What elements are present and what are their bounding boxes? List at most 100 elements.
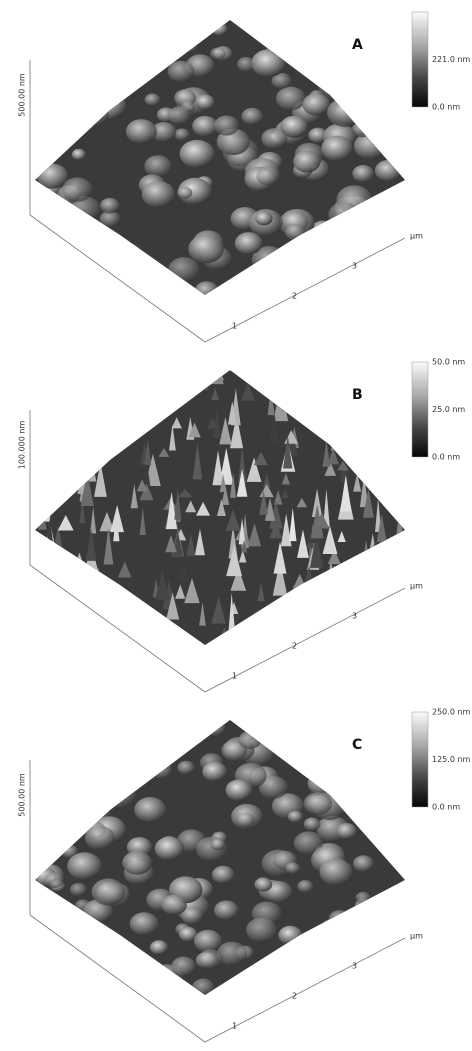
surface-bump (140, 973, 166, 994)
surface-bump (88, 33, 109, 50)
surface-bump (364, 969, 401, 995)
surface-bump (284, 223, 306, 241)
surface-spike (353, 473, 362, 492)
surface-bump (308, 270, 333, 290)
surface-spike (314, 512, 330, 529)
surface-spike (305, 373, 322, 408)
surface-spike (147, 379, 157, 412)
surface-spike (75, 370, 89, 392)
surface-bump (37, 244, 54, 258)
surface-spike (144, 439, 152, 465)
surface-bump (77, 985, 98, 995)
surface-bump (384, 758, 405, 777)
surface-spike (264, 497, 276, 521)
surface-bump (111, 243, 144, 269)
surface-bump (91, 275, 118, 295)
surface-spike (155, 570, 170, 600)
surface-spike (370, 370, 379, 372)
surface-bump (353, 855, 374, 872)
surface-bump (67, 743, 89, 761)
surface-spike (272, 560, 288, 596)
surface-bump (297, 255, 313, 268)
surface-bump (68, 66, 92, 86)
surface-spike (297, 529, 309, 558)
surface-bump (302, 740, 325, 759)
surface-spike (346, 370, 361, 380)
surface-spike (331, 420, 343, 451)
surface-bump (383, 843, 400, 857)
surface-spike (49, 394, 59, 424)
surface-bump (96, 775, 129, 801)
surface-spike (79, 497, 86, 524)
surface-spike (263, 473, 271, 488)
surface-bump (261, 128, 288, 149)
surface-spike (281, 490, 289, 499)
surface-bump (62, 177, 93, 202)
surface-bump (144, 93, 161, 106)
surface-bump (272, 20, 303, 45)
surface-bump (237, 56, 256, 72)
surface-bump (300, 721, 318, 735)
surface-spike (387, 480, 403, 498)
surface-bump (96, 974, 126, 995)
surface-spike (211, 596, 226, 624)
surface-bump (125, 119, 157, 144)
surface-bump (380, 972, 403, 991)
surface-bump (211, 22, 228, 36)
afm-panel: 50.0 nm 25.0 nm 0.0 nm B 100.000 nm 1 2 3 μm (18, 358, 465, 693)
surface-spike (298, 385, 314, 408)
surface-spike (318, 370, 326, 372)
surface-bump (134, 796, 167, 823)
surface-bump (262, 954, 297, 982)
surface-spike (63, 472, 73, 484)
surface-spike (55, 563, 72, 592)
surface-spike (74, 437, 90, 466)
surface-spike (35, 433, 41, 464)
surface-spike (273, 490, 283, 505)
surface-bump (99, 210, 121, 227)
surface-spike (105, 370, 122, 377)
surface-spike (302, 579, 318, 600)
surface-bump (70, 720, 93, 738)
surface-bump (41, 76, 60, 92)
surface-spike (138, 370, 147, 372)
surface-bump (366, 810, 383, 824)
surface-spike (301, 370, 309, 371)
axis-tick-label: 3 (352, 262, 357, 271)
surface-bump (292, 55, 310, 70)
surface-bump (198, 949, 223, 969)
surface-bump (303, 817, 321, 831)
surface-spike (347, 424, 362, 437)
surface-spike (221, 485, 230, 505)
colorbar (411, 711, 429, 808)
surface-spike (390, 537, 400, 574)
surface-spike (110, 504, 124, 533)
surface-bump (118, 720, 146, 739)
surface-spike (175, 584, 186, 599)
surface-spike (238, 518, 246, 545)
surface-bump (367, 741, 383, 755)
surface-bump (117, 966, 153, 995)
surface-bump (372, 722, 403, 747)
surface-bump (367, 953, 400, 980)
surface-bump (151, 121, 177, 142)
surface-spike (310, 504, 324, 539)
surface-spike (57, 515, 74, 531)
surface-spike (108, 400, 118, 413)
surface-bump (35, 55, 63, 80)
surface-spike (269, 406, 279, 444)
surface-spike (398, 557, 405, 583)
surface-spike (144, 395, 158, 419)
surface-bump (305, 272, 335, 295)
surface-spike (376, 513, 387, 542)
surface-bump (144, 724, 160, 737)
surface-bump (58, 782, 92, 809)
surface-bump (251, 49, 286, 77)
surface-bump (374, 20, 405, 40)
surface-bump (258, 775, 288, 799)
surface-bump (49, 20, 77, 32)
surface-spike (210, 370, 224, 385)
surface-spike (117, 561, 132, 578)
surface-bump (373, 805, 390, 819)
surface-spike (199, 602, 206, 626)
